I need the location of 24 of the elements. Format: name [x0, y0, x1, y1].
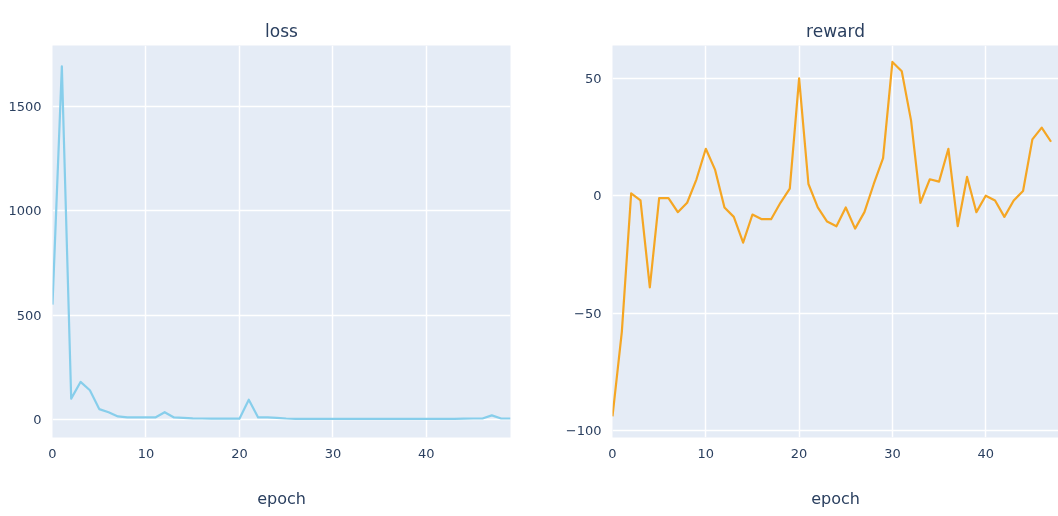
y-tick-label: 0 — [33, 412, 42, 428]
line-series — [612, 60, 1053, 418]
x-tick-label: 10 — [137, 445, 155, 461]
y-tick-label: 50 — [584, 70, 602, 86]
x-tick-label: 0 — [48, 445, 57, 461]
y-tick-label: 500 — [16, 307, 42, 323]
y-tick-label: −100 — [565, 422, 602, 438]
line-series — [52, 65, 511, 420]
y-tick-label: −50 — [574, 305, 602, 321]
x-tick-label: 0 — [608, 445, 617, 461]
x-tick-label: 20 — [231, 445, 248, 461]
x-tick-label: 40 — [977, 445, 994, 461]
x-axis-title: epoch — [257, 488, 306, 508]
chart-title: loss — [265, 20, 299, 41]
x-tick-label: 20 — [790, 445, 808, 461]
chart-title: reward — [806, 20, 865, 41]
x-tick-label: 30 — [884, 445, 901, 461]
x-axis-title: epoch — [811, 488, 860, 508]
x-tick-label: 40 — [418, 445, 435, 461]
y-tick-label: 1500 — [8, 98, 42, 114]
x-tick-label: 30 — [324, 445, 342, 461]
y-tick-label: 0 — [593, 188, 602, 204]
x-tick-label: 10 — [697, 445, 715, 461]
y-tick-label: 1000 — [8, 203, 42, 219]
